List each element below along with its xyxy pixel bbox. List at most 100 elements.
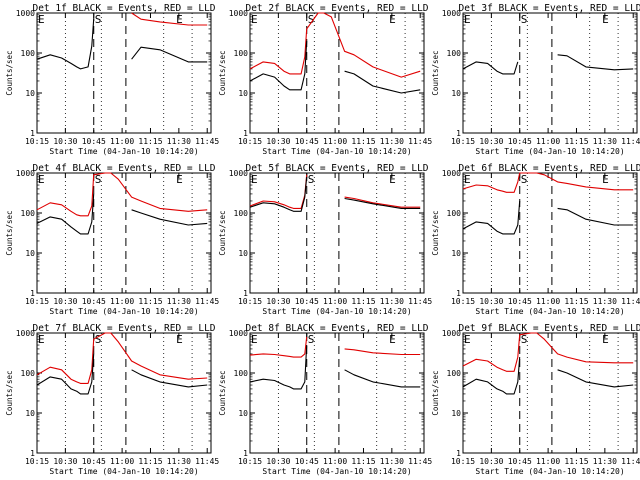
- series-line-events: [462, 54, 634, 75]
- x-tick-label: 10:45: [82, 297, 106, 306]
- event-marker-e: E: [389, 333, 396, 346]
- event-marker-s: S: [521, 173, 528, 186]
- y-tick-label: 100: [447, 49, 462, 58]
- x-tick-label: 11:45: [621, 457, 640, 466]
- event-marker-s: S: [308, 13, 315, 26]
- series-line-lld: [131, 12, 208, 26]
- x-tick-label: 11:15: [138, 137, 162, 146]
- x-axis-label: Start Time (04-Jan-10 10:14:20): [475, 147, 624, 156]
- x-tick-label: 11:45: [408, 297, 432, 306]
- y-tick-label: 10: [238, 249, 248, 258]
- x-tick-label: 10:15: [238, 137, 262, 146]
- series-line-events: [249, 40, 421, 94]
- x-tick-label: 11:45: [408, 457, 432, 466]
- y-axis-label: Counts/sec: [218, 50, 227, 95]
- y-tick-label: 1: [30, 289, 35, 298]
- event-marker-s: S: [521, 13, 528, 26]
- y-axis-label: Counts/sec: [5, 370, 14, 415]
- series-line-lld: [249, 336, 421, 358]
- event-marker-s: S: [95, 173, 102, 186]
- series-line-lld: [249, 174, 421, 209]
- event-marker-s: S: [95, 13, 102, 26]
- y-tick-label: 1000: [16, 329, 35, 338]
- plot-frame: [462, 12, 638, 134]
- x-tick-label: 11:15: [351, 297, 375, 306]
- event-marker-e: E: [38, 173, 45, 186]
- y-axis-label: Counts/sec: [431, 370, 440, 415]
- x-tick-label: 11:45: [408, 137, 432, 146]
- event-marker-e: E: [602, 333, 609, 346]
- x-axis-label: Start Time (04-Jan-10 10:14:20): [475, 467, 624, 476]
- x-tick-label: 10:45: [508, 137, 532, 146]
- panel-title: Det 9f BLACK = Events, RED = LLD: [458, 323, 640, 334]
- x-tick-label: 10:15: [25, 457, 49, 466]
- y-tick-label: 1000: [229, 169, 248, 178]
- y-tick-label: 100: [234, 49, 249, 58]
- x-tick-label: 11:30: [593, 297, 617, 306]
- y-tick-label: 100: [447, 369, 462, 378]
- y-tick-label: 10: [451, 409, 461, 418]
- event-marker-e: E: [38, 333, 45, 346]
- series-line-events: [462, 200, 634, 235]
- series-line-lld: [462, 332, 634, 372]
- event-marker-e: E: [176, 173, 183, 186]
- x-tick-label: 10:30: [479, 137, 503, 146]
- series-line-lld: [249, 12, 421, 78]
- panel-title: Det 6f BLACK = Events, RED = LLD: [458, 163, 640, 174]
- y-axis-label: Counts/sec: [5, 50, 14, 95]
- x-tick-label: 11:30: [167, 457, 191, 466]
- x-tick-label: 11:30: [167, 137, 191, 146]
- panel-title: Det 8f BLACK = Events, RED = LLD: [245, 323, 428, 334]
- x-tick-label: 11:45: [195, 137, 219, 146]
- y-tick-label: 100: [21, 209, 36, 218]
- x-tick-label: 10:45: [82, 457, 106, 466]
- x-tick-label: 10:30: [53, 137, 77, 146]
- panel-title: Det 1f BLACK = Events, RED = LLD: [32, 3, 215, 14]
- y-axis-label: Counts/sec: [431, 50, 440, 95]
- y-tick-label: 100: [234, 369, 249, 378]
- x-tick-label: 11:30: [593, 457, 617, 466]
- x-axis-label: Start Time (04-Jan-10 10:14:20): [475, 307, 624, 316]
- x-tick-label: 11:15: [564, 297, 588, 306]
- x-tick-label: 10:15: [238, 457, 262, 466]
- x-tick-label: 11:00: [536, 457, 560, 466]
- event-marker-e: E: [464, 13, 471, 26]
- x-tick-label: 10:30: [479, 457, 503, 466]
- series-line-events: [36, 193, 208, 235]
- x-tick-label: 11:00: [323, 137, 347, 146]
- x-tick-label: 10:15: [451, 137, 475, 146]
- event-marker-e: E: [602, 13, 609, 26]
- x-tick-label: 11:30: [380, 297, 404, 306]
- series-line-lld: [462, 172, 634, 193]
- x-tick-label: 11:30: [167, 297, 191, 306]
- y-tick-label: 10: [451, 89, 461, 98]
- x-axis-label: Start Time (04-Jan-10 10:14:20): [262, 307, 411, 316]
- x-tick-label: 10:45: [295, 297, 319, 306]
- series-line-events: [249, 176, 421, 212]
- x-tick-label: 10:45: [508, 457, 532, 466]
- plot-frame: [462, 172, 638, 294]
- x-tick-label: 10:45: [295, 457, 319, 466]
- x-tick-label: 11:00: [110, 137, 134, 146]
- x-tick-label: 10:15: [25, 137, 49, 146]
- series-line-lld: [36, 172, 208, 217]
- x-tick-label: 10:30: [53, 297, 77, 306]
- y-tick-label: 1: [456, 449, 461, 458]
- x-tick-label: 10:15: [451, 297, 475, 306]
- y-tick-label: 1000: [16, 9, 35, 18]
- y-tick-label: 10: [25, 409, 35, 418]
- y-tick-label: 1: [456, 129, 461, 138]
- x-tick-label: 11:00: [110, 297, 134, 306]
- x-tick-label: 11:00: [536, 297, 560, 306]
- x-tick-label: 11:15: [564, 457, 588, 466]
- y-tick-label: 1000: [442, 169, 461, 178]
- x-tick-label: 10:15: [451, 457, 475, 466]
- x-tick-label: 11:15: [351, 137, 375, 146]
- event-marker-s: S: [95, 333, 102, 346]
